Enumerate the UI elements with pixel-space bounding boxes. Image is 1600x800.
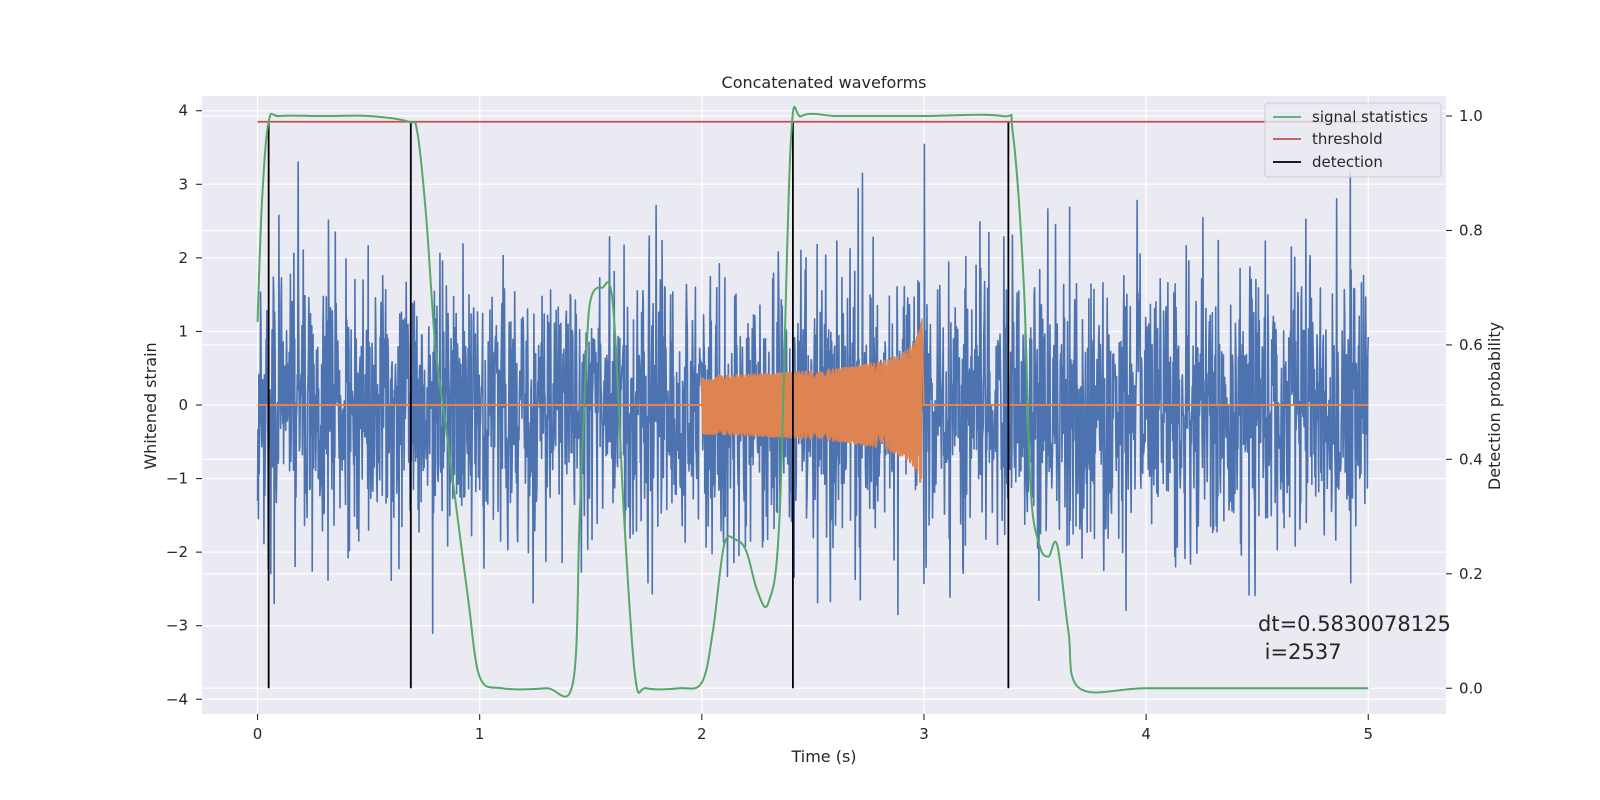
y2-tick-label: 0.4 (1459, 450, 1483, 468)
noise-trace (256, 143, 1370, 634)
x-tick-label: 3 (919, 725, 929, 743)
y-axis-title: Whitened strain (141, 342, 160, 469)
annotation-index: i=2537 (1258, 640, 1342, 664)
y-tick-label: −2 (166, 543, 188, 561)
y-tick-label: 4 (178, 102, 188, 120)
legend-label-threshold: threshold (1312, 130, 1383, 148)
chirp-trace (701, 318, 925, 483)
y-tick-label: −3 (166, 617, 188, 635)
y2-tick-label: 0.8 (1459, 221, 1483, 239)
y-tick-label: 2 (178, 249, 188, 267)
legend-label-detection: detection (1312, 153, 1383, 171)
x-axis-title: Time (s) (790, 747, 856, 766)
y2-tick-label: 0.0 (1459, 679, 1483, 697)
x-tick-label: 1 (475, 725, 485, 743)
chart-title: Concatenated waveforms (722, 73, 927, 92)
annotation-dt: dt=0.5830078125 (1258, 612, 1451, 636)
noise-series (256, 143, 1370, 634)
legend-box (1264, 102, 1442, 178)
legend-label-signal-statistics: signal statistics (1312, 108, 1428, 126)
y2-axis-title: Detection probability (1485, 322, 1504, 490)
y-tick-label: −4 (166, 690, 188, 708)
x-tick-label: 5 (1363, 725, 1373, 743)
y-tick-label: −1 (166, 470, 188, 488)
y2-tick-label: 1.0 (1459, 107, 1483, 125)
tick-layer: 0 1 2 3 4 5 4 3 2 1 0 −1 −2 −3 −4 1.0 0.8 0.6 0.4 0.2 0.0 (166, 102, 1483, 743)
x-tick-label: 0 (253, 725, 263, 743)
x-tick-label: 4 (1141, 725, 1151, 743)
legend: signal statistics threshold detection (1264, 102, 1442, 178)
signal-statistics-series (256, 105, 1369, 698)
y2-tick-label: 0.6 (1459, 336, 1483, 354)
y-tick-label: 3 (178, 175, 188, 193)
y-tick-label: 1 (178, 322, 188, 340)
x-tick-label: 2 (697, 725, 707, 743)
detection-lines (267, 121, 1010, 689)
signal-statistics-line (256, 105, 1369, 698)
y-tick-label: 0 (178, 396, 188, 414)
y2-tick-label: 0.2 (1459, 565, 1483, 583)
